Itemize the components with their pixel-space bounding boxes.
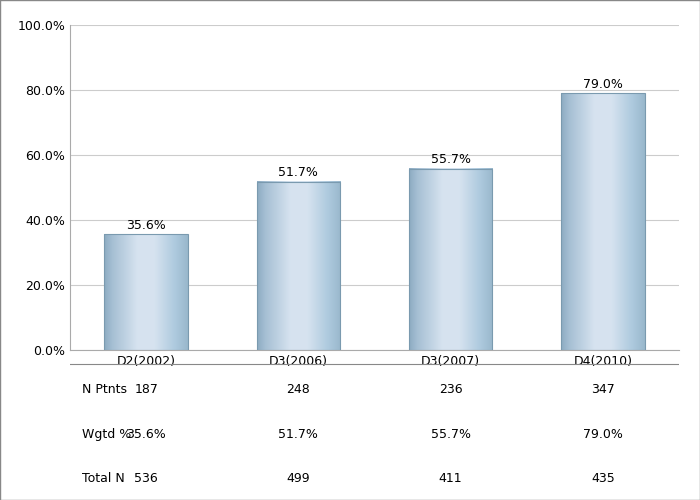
Text: 347: 347 bbox=[591, 383, 615, 396]
Bar bbox=[256, 182, 340, 350]
Bar bbox=[561, 93, 645, 350]
Text: 248: 248 bbox=[286, 383, 310, 396]
Text: 499: 499 bbox=[286, 472, 310, 486]
Text: 79.0%: 79.0% bbox=[583, 428, 623, 441]
Text: 236: 236 bbox=[439, 383, 463, 396]
Text: 536: 536 bbox=[134, 472, 158, 486]
Text: 411: 411 bbox=[439, 472, 463, 486]
Text: 51.7%: 51.7% bbox=[279, 166, 318, 179]
Bar bbox=[409, 169, 493, 350]
Text: Total N: Total N bbox=[82, 472, 125, 486]
Text: N Ptnts: N Ptnts bbox=[82, 383, 127, 396]
Text: 187: 187 bbox=[134, 383, 158, 396]
Text: 79.0%: 79.0% bbox=[583, 78, 623, 90]
Text: 35.6%: 35.6% bbox=[126, 428, 166, 441]
Text: 55.7%: 55.7% bbox=[430, 428, 470, 441]
Bar bbox=[104, 234, 188, 350]
Text: 51.7%: 51.7% bbox=[279, 428, 318, 441]
Text: 35.6%: 35.6% bbox=[126, 218, 166, 232]
Text: Wgtd %: Wgtd % bbox=[82, 428, 132, 441]
Text: 435: 435 bbox=[591, 472, 615, 486]
Text: 55.7%: 55.7% bbox=[430, 154, 470, 166]
